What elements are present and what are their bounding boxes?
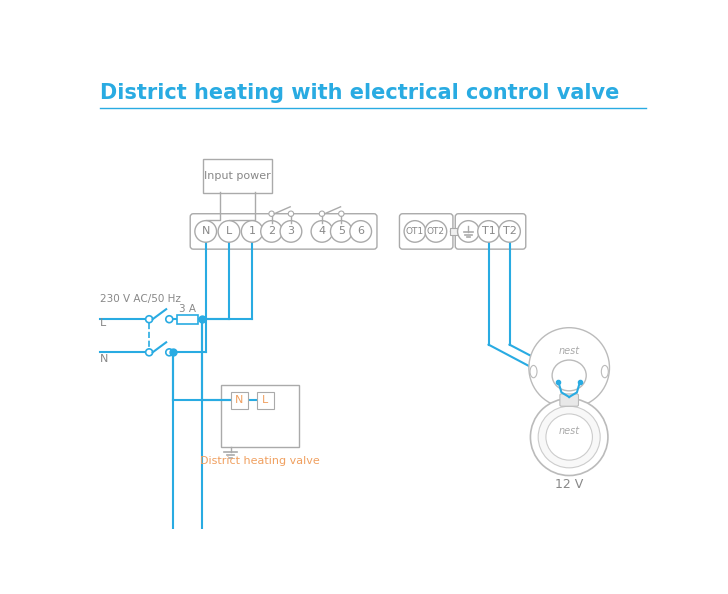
Text: N: N (100, 354, 108, 364)
Circle shape (311, 220, 333, 242)
Text: N: N (235, 395, 243, 405)
Circle shape (166, 349, 173, 356)
Circle shape (499, 220, 521, 242)
Circle shape (261, 220, 282, 242)
Text: District heating with electrical control valve: District heating with electrical control… (100, 83, 620, 103)
Circle shape (546, 414, 593, 460)
Text: Input power: Input power (204, 171, 271, 181)
Bar (177, 315, 198, 324)
Text: 6: 6 (357, 226, 364, 236)
Text: L: L (100, 318, 106, 328)
Text: nest: nest (558, 426, 579, 436)
Circle shape (166, 316, 173, 323)
Bar (257, 391, 274, 409)
Ellipse shape (530, 365, 537, 378)
Text: OT2: OT2 (427, 227, 445, 236)
Text: OT1: OT1 (406, 227, 424, 236)
Bar (450, 228, 459, 235)
Text: 12 V: 12 V (555, 478, 583, 491)
Circle shape (531, 399, 608, 476)
Circle shape (280, 220, 302, 242)
Circle shape (404, 220, 426, 242)
Circle shape (218, 220, 240, 242)
Text: T2: T2 (502, 226, 516, 236)
Ellipse shape (552, 360, 586, 391)
FancyBboxPatch shape (560, 394, 579, 406)
Circle shape (339, 211, 344, 216)
Circle shape (331, 220, 352, 242)
Circle shape (538, 406, 600, 468)
Text: T1: T1 (482, 226, 496, 236)
Text: L: L (226, 226, 232, 236)
Circle shape (478, 220, 499, 242)
Text: nest: nest (558, 346, 579, 356)
Text: 3 A: 3 A (179, 304, 196, 314)
Text: 5: 5 (338, 226, 345, 236)
Circle shape (288, 211, 293, 216)
Text: 2: 2 (268, 226, 275, 236)
Text: 4: 4 (318, 226, 325, 236)
Bar (231, 391, 248, 409)
Circle shape (269, 211, 274, 216)
FancyBboxPatch shape (455, 214, 526, 249)
Circle shape (458, 220, 479, 242)
Circle shape (195, 220, 216, 242)
Text: 1: 1 (249, 226, 256, 236)
Circle shape (146, 349, 153, 356)
Circle shape (350, 220, 371, 242)
Text: 3: 3 (288, 226, 294, 236)
Text: 230 V AC/50 Hz: 230 V AC/50 Hz (100, 294, 181, 304)
Circle shape (425, 220, 447, 242)
Bar (221, 386, 298, 447)
Text: L: L (262, 395, 269, 405)
FancyBboxPatch shape (400, 214, 453, 249)
Ellipse shape (601, 365, 609, 378)
Circle shape (242, 220, 263, 242)
Circle shape (529, 328, 609, 407)
Circle shape (320, 211, 325, 216)
FancyBboxPatch shape (202, 159, 272, 193)
Text: N: N (202, 226, 210, 236)
Circle shape (146, 316, 153, 323)
FancyBboxPatch shape (190, 214, 377, 249)
Text: District heating valve: District heating valve (200, 456, 320, 466)
